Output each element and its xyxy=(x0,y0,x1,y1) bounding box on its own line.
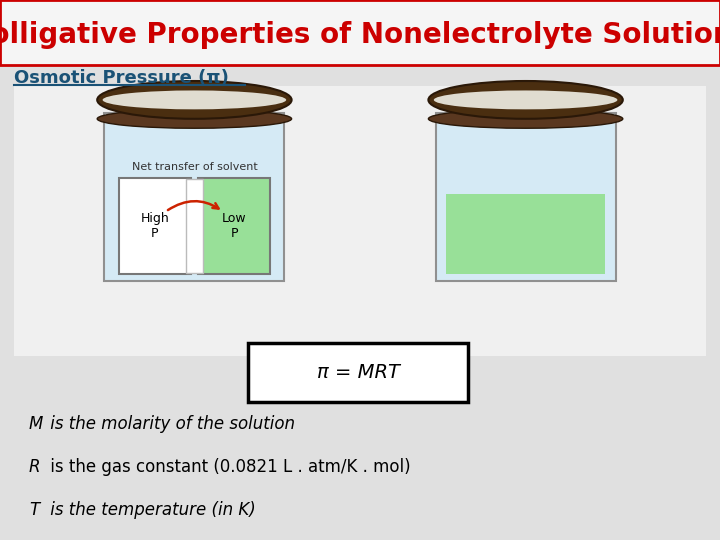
Text: Colligative Properties of Nonelectrolyte Solutions: Colligative Properties of Nonelectrolyte… xyxy=(0,21,720,49)
Text: is the gas constant (0.0821 L . atm/K . mol): is the gas constant (0.0821 L . atm/K . … xyxy=(45,458,410,476)
Ellipse shape xyxy=(428,109,623,128)
Ellipse shape xyxy=(97,81,292,119)
FancyBboxPatch shape xyxy=(248,343,468,402)
Text: Net transfer of solvent: Net transfer of solvent xyxy=(132,163,257,172)
Ellipse shape xyxy=(433,90,618,109)
Text: R: R xyxy=(29,458,40,476)
Text: High
P: High P xyxy=(140,212,169,240)
FancyBboxPatch shape xyxy=(198,178,270,274)
Text: T: T xyxy=(29,501,39,519)
Text: π = MRT: π = MRT xyxy=(317,363,400,382)
Text: is the molarity of the solution: is the molarity of the solution xyxy=(45,415,294,433)
Text: M: M xyxy=(29,415,43,433)
Ellipse shape xyxy=(97,109,292,128)
FancyBboxPatch shape xyxy=(104,113,284,281)
FancyBboxPatch shape xyxy=(14,86,706,356)
Text: Low
P: Low P xyxy=(222,212,246,240)
FancyBboxPatch shape xyxy=(446,194,605,274)
Ellipse shape xyxy=(103,90,287,109)
Ellipse shape xyxy=(428,81,623,119)
FancyBboxPatch shape xyxy=(119,178,191,274)
Text: Osmotic Pressure (π): Osmotic Pressure (π) xyxy=(14,69,229,87)
FancyBboxPatch shape xyxy=(186,179,203,273)
FancyBboxPatch shape xyxy=(0,0,720,65)
FancyBboxPatch shape xyxy=(436,113,616,281)
Text: is the temperature (in K): is the temperature (in K) xyxy=(45,501,256,519)
